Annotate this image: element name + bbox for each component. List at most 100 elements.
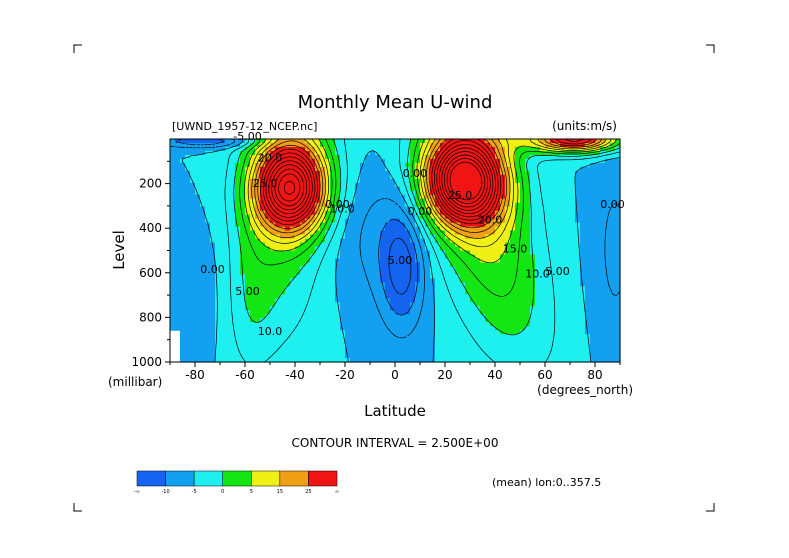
field-cell [505,139,511,144]
field-cell [235,338,241,343]
field-cell [410,278,416,283]
field-cell [390,202,396,208]
field-cell [605,234,611,240]
field-cell [450,258,456,264]
field-cell [525,282,531,287]
field-cell [415,190,421,196]
field-cell [530,194,536,200]
field-cell [390,274,396,279]
field-cell [485,334,491,339]
field-cell [395,198,401,204]
field-cell [580,174,586,180]
field-cell [170,150,176,156]
field-cell [465,278,471,283]
field-cell [245,354,251,359]
field-cell [310,282,316,287]
field-cell [230,158,236,164]
field-cell [465,194,471,200]
field-cell [450,262,456,268]
field-cell [240,198,246,204]
field-cell [195,210,201,216]
field-cell [560,358,566,363]
field-cell [610,186,616,192]
field-cell [375,270,381,275]
field-cell [565,186,571,192]
field-cell [575,302,581,307]
field-cell [485,346,491,351]
field-cell [510,274,516,279]
field-cell [530,306,536,311]
field-cell [420,358,426,363]
field-cell [425,218,431,224]
field-cell [290,326,296,331]
field-cell [345,314,351,319]
field-cell [495,162,501,168]
field-cell [240,206,246,212]
field-cell [375,146,381,152]
field-cell [275,226,281,232]
field-cell [520,158,526,164]
field-cell [390,254,396,260]
field-cell [325,358,331,363]
field-cell [260,282,266,287]
field-cell [590,166,596,172]
field-cell [260,234,266,240]
field-cell [450,154,456,160]
field-cell [235,262,241,268]
field-cell [495,298,501,303]
field-cell [365,294,371,299]
field-cell [250,322,256,327]
field-cell [495,310,501,315]
field-cell [585,342,591,347]
field-cell [520,246,526,252]
field-cell [515,210,521,216]
field-cell [250,274,256,279]
field-cell [570,338,576,343]
field-cell [215,310,221,315]
field-cell [200,166,206,172]
field-cell [245,290,251,295]
field-cell [505,262,511,268]
field-cell [320,158,326,164]
field-cell [545,166,551,172]
field-cell [550,210,556,216]
field-cell [185,194,191,200]
field-cell [375,266,381,272]
field-cell [395,270,401,275]
field-cell [225,254,231,260]
field-cell [220,166,226,172]
field-cell [315,158,321,164]
field-cell [315,238,321,244]
field-cell [305,350,311,355]
field-cell [275,246,281,252]
field-cell [280,258,286,264]
field-cell [480,314,486,319]
field-cell [385,330,391,335]
field-cell [375,358,381,363]
field-cell [230,218,236,224]
field-cell [410,186,416,192]
field-cell [560,342,566,347]
field-cell [345,186,351,192]
field-cell [330,326,336,331]
field-cell [235,166,241,172]
field-cell [455,326,461,331]
field-cell [570,242,576,248]
field-cell [520,234,526,240]
field-cell [230,262,236,268]
field-cell [235,330,241,335]
field-cell [405,230,411,236]
field-cell [465,190,471,196]
field-cell [260,182,266,188]
field-cell [215,278,221,283]
field-cell [170,322,176,327]
field-cell [330,322,336,327]
field-cell [200,230,206,236]
field-cell [275,198,281,204]
field-cell [205,266,211,272]
field-cell [570,182,576,188]
field-cell [485,298,491,303]
field-cell [510,298,516,303]
field-cell [615,158,621,164]
field-cell [525,306,531,311]
